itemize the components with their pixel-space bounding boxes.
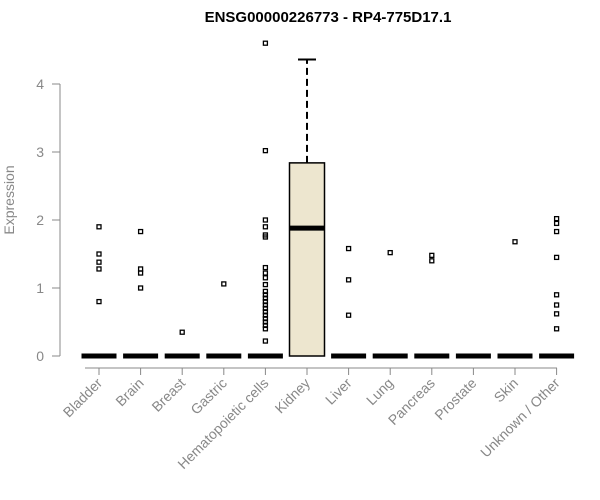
outlier-point [262,270,269,276]
outlier-point [512,239,518,245]
box-skin [497,239,533,359]
y-axis-label: Expression [1,165,17,234]
box-unknown-other [539,215,575,359]
box-lung [372,249,408,359]
outlier-point [96,251,102,257]
outlier-point [96,266,102,272]
x-tick-label: Skin [491,375,522,406]
outlier-point [262,281,269,288]
x-tick-label: Lung [363,375,396,408]
outlier-point [262,275,269,281]
box-brain [123,228,159,359]
outlier-point [429,252,435,259]
outlier-point [262,147,269,154]
y-tick-label: 4 [36,76,44,92]
outlier-point [345,277,352,283]
outlier-point [262,224,269,230]
box-liver [331,245,367,359]
outlier-point [262,264,269,271]
outlier-point [553,254,560,261]
y-tick-label: 3 [36,144,44,160]
outlier-point [179,329,185,335]
x-tick-label: Breast [148,375,188,415]
box-hematopoietic-cells [247,40,283,359]
y-tick-label: 1 [36,280,44,296]
x-tick-label: Bladder [60,375,106,421]
box-kidney [288,58,326,357]
outlier-point [137,266,144,272]
outlier-point [553,215,560,222]
chart-title: ENSG00000226773 - RP4-775D17.1 [205,9,452,26]
outlier-point [137,228,144,235]
y-tick-label: 0 [36,348,44,364]
outlier-point [137,285,144,291]
outlier-point [262,288,269,295]
x-tick-label: Brain [112,375,146,409]
box-gastric [206,281,242,359]
x-tick-label: Prostate [431,375,479,423]
y-ticks: 0 1 2 3 4 [36,76,60,364]
outlier-point [553,311,560,317]
outlier-point [387,249,393,256]
outlier-point [96,259,102,265]
x-tick-label: Unknown / Other [477,375,563,461]
x-tick-label: Kidney [272,375,314,417]
outlier-point [262,217,269,223]
outlier-point [137,270,144,276]
outlier-point [553,228,560,235]
outlier-point [262,40,269,46]
outlier-point [345,312,352,318]
outlier-point [429,258,435,264]
outlier-point [553,302,560,308]
box-breast [164,329,200,359]
y-tick-label: 2 [36,212,44,228]
outlier-point [262,338,269,344]
outlier-point [553,220,560,227]
outlier-point [553,292,560,298]
outlier-point [96,224,102,230]
box-bladder [81,224,117,359]
outlier-point [221,281,227,287]
outlier-point [553,326,560,332]
outlier-point [96,298,102,305]
iqr-box [288,162,326,357]
outlier-point [262,232,269,238]
box-series [81,40,575,359]
box-pancreas [414,252,450,359]
outlier-point [345,245,352,252]
x-tick-label: Liver [322,375,355,408]
